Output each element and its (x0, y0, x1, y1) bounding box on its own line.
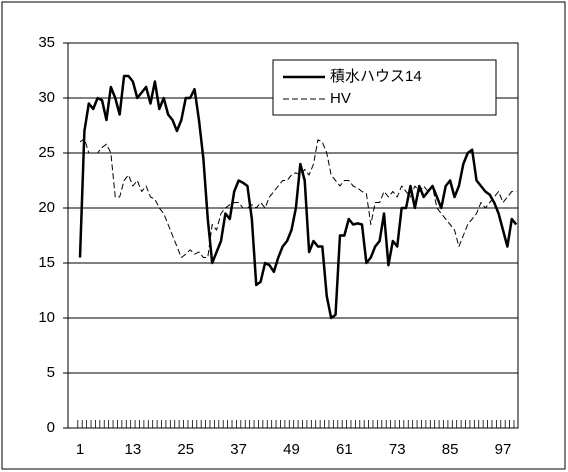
series-line (79, 138, 517, 258)
y-tick-label: 0 (47, 419, 55, 436)
y-tick-label: 35 (38, 34, 55, 51)
x-tick-label: 13 (125, 441, 142, 458)
x-tick-label: 1 (76, 441, 84, 458)
y-tick-label: 15 (38, 254, 55, 271)
x-tick-label: 61 (336, 441, 353, 458)
x-tick-label: 25 (177, 441, 194, 458)
y-tick-label: 10 (38, 309, 55, 326)
legend-box (272, 59, 497, 116)
x-tick-label: 97 (495, 441, 512, 458)
x-tick-label: 85 (442, 441, 459, 458)
y-tick-label: 30 (38, 89, 55, 106)
legend-label: HV (330, 90, 351, 107)
y-tick-label: 25 (38, 144, 55, 161)
y-tick-label: 20 (38, 199, 55, 216)
series-line (78, 74, 518, 320)
legend-label: 積水ハウス14 (330, 68, 422, 85)
x-tick-label: 37 (230, 441, 247, 458)
plot-frame (67, 42, 519, 429)
x-tick-label: 73 (389, 441, 406, 458)
y-tick-label: 5 (47, 364, 55, 381)
x-tick-label: 49 (283, 441, 300, 458)
